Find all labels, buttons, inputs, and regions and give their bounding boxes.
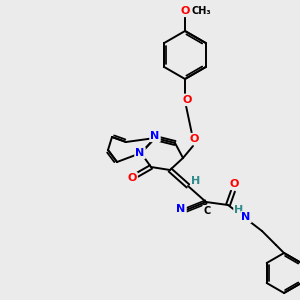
Text: H: H: [191, 176, 201, 186]
Text: O: O: [127, 173, 137, 183]
Text: C: C: [203, 206, 211, 216]
Text: O: O: [189, 134, 199, 144]
Text: H: H: [234, 205, 244, 215]
Text: O: O: [229, 179, 239, 189]
Text: O: O: [182, 95, 192, 105]
Text: CH₃: CH₃: [191, 6, 211, 16]
Text: N: N: [150, 131, 160, 141]
Text: O: O: [180, 6, 190, 16]
Text: N: N: [176, 204, 186, 214]
Text: N: N: [135, 148, 145, 158]
Text: N: N: [242, 212, 250, 222]
